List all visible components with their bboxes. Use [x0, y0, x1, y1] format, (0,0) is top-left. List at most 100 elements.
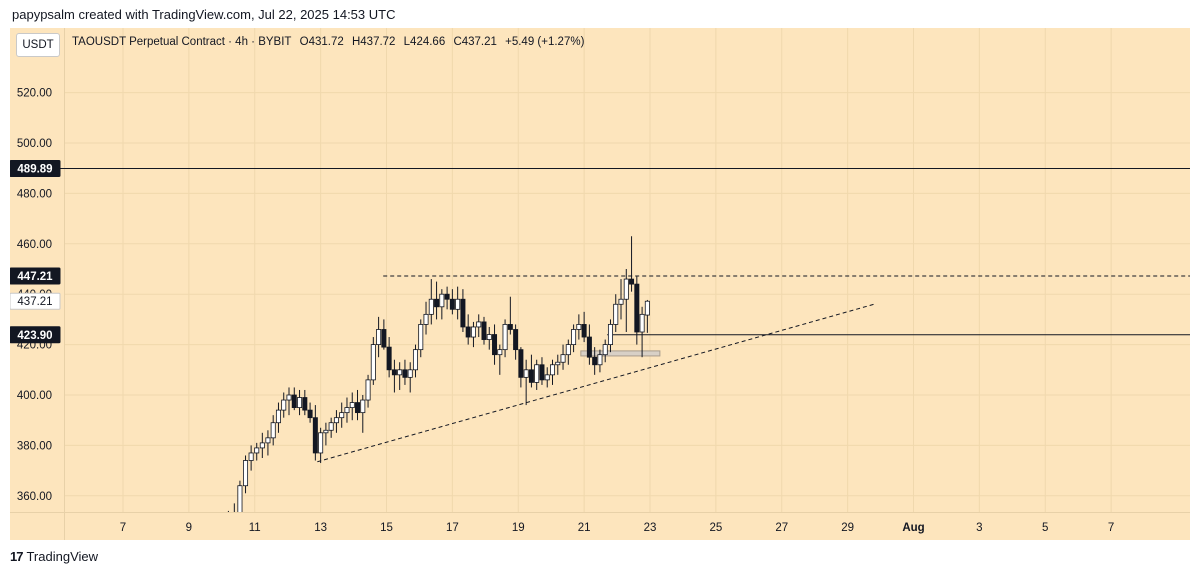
- candle[interactable]: [639, 306, 645, 358]
- candle[interactable]: [560, 344, 566, 370]
- candle[interactable]: [397, 362, 403, 390]
- candlestick-chart[interactable]: 360.00380.00400.00420.00440.00460.00480.…: [10, 28, 1190, 540]
- candle[interactable]: [376, 316, 382, 358]
- candle[interactable]: [434, 281, 440, 320]
- candle[interactable]: [507, 296, 513, 335]
- candle[interactable]: [550, 359, 556, 385]
- candle[interactable]: [423, 301, 429, 335]
- candle[interactable]: [618, 279, 624, 320]
- candle-body-bullish: [476, 321, 482, 328]
- candle[interactable]: [439, 289, 445, 320]
- candle[interactable]: [644, 299, 650, 333]
- candle[interactable]: [518, 347, 524, 388]
- candle[interactable]: [254, 442, 260, 461]
- candle[interactable]: [544, 367, 550, 388]
- candle-body-bearish: [507, 324, 513, 330]
- candle[interactable]: [455, 286, 461, 320]
- candle[interactable]: [323, 422, 329, 446]
- candle[interactable]: [581, 311, 587, 343]
- price-label-badge[interactable]: [10, 267, 61, 285]
- candle[interactable]: [481, 316, 487, 345]
- candle[interactable]: [307, 402, 313, 423]
- candle[interactable]: [365, 374, 371, 408]
- candle[interactable]: [281, 392, 287, 418]
- candle[interactable]: [555, 354, 561, 375]
- candle[interactable]: [297, 389, 303, 416]
- ascending-trendline[interactable]: [317, 303, 875, 463]
- candle[interactable]: [597, 349, 603, 373]
- candle[interactable]: [539, 357, 545, 385]
- chart-panel[interactable]: 360.00380.00400.00420.00440.00460.00480.…: [10, 28, 1190, 540]
- candle[interactable]: [355, 389, 361, 421]
- candle[interactable]: [291, 387, 297, 411]
- candle[interactable]: [428, 279, 434, 325]
- candle-body-bullish: [607, 324, 613, 346]
- candle[interactable]: [333, 410, 339, 433]
- y-tick-label: 480.00: [17, 188, 52, 200]
- candle[interactable]: [607, 319, 613, 353]
- candle[interactable]: [444, 286, 450, 310]
- price-label-badge[interactable]: [10, 159, 61, 177]
- candle[interactable]: [265, 430, 271, 456]
- candle[interactable]: [465, 314, 471, 345]
- candle[interactable]: [248, 445, 254, 471]
- candle[interactable]: [623, 269, 629, 332]
- candle[interactable]: [328, 417, 334, 438]
- candle[interactable]: [318, 427, 324, 464]
- candle[interactable]: [528, 354, 534, 388]
- candle[interactable]: [412, 344, 418, 378]
- candle[interactable]: [232, 503, 236, 528]
- candle[interactable]: [476, 314, 482, 338]
- candle[interactable]: [237, 480, 243, 521]
- candle[interactable]: [386, 337, 392, 378]
- support-zone-box[interactable]: [580, 350, 661, 357]
- candle[interactable]: [449, 289, 455, 315]
- candle[interactable]: [360, 395, 366, 433]
- legend-symbol[interactable]: TAOUSDT Perpetual Contract · 4h · BYBIT: [72, 36, 292, 48]
- candle[interactable]: [586, 324, 592, 365]
- candle[interactable]: [460, 289, 466, 332]
- candle[interactable]: [592, 347, 598, 375]
- candle[interactable]: [418, 319, 424, 358]
- candle[interactable]: [339, 402, 345, 428]
- candle[interactable]: [226, 510, 230, 534]
- candle[interactable]: [312, 405, 318, 461]
- candle[interactable]: [243, 455, 249, 494]
- candle[interactable]: [634, 276, 640, 345]
- candle-body-bullish: [639, 313, 645, 333]
- candle[interactable]: [302, 389, 308, 416]
- candle[interactable]: [407, 362, 413, 393]
- candle[interactable]: [571, 324, 577, 353]
- candle[interactable]: [629, 236, 635, 292]
- candle[interactable]: [497, 344, 503, 375]
- candle[interactable]: [259, 432, 265, 458]
- candle[interactable]: [502, 319, 508, 358]
- currency-unit-button[interactable]: USDT: [16, 33, 60, 57]
- candle[interactable]: [486, 326, 492, 350]
- candle[interactable]: [391, 359, 397, 393]
- x-tick-label: 25: [709, 522, 722, 534]
- candle[interactable]: [370, 337, 376, 385]
- candle[interactable]: [270, 415, 276, 446]
- candle[interactable]: [470, 321, 476, 348]
- candle[interactable]: [286, 387, 292, 416]
- candle[interactable]: [344, 397, 350, 423]
- candle-body-bullish: [502, 324, 508, 351]
- time-axis[interactable]: [10, 512, 1190, 541]
- candle[interactable]: [402, 359, 408, 385]
- candle[interactable]: [349, 392, 355, 421]
- candle[interactable]: [513, 324, 519, 360]
- candle[interactable]: [602, 339, 608, 363]
- price-label-badge[interactable]: [10, 326, 61, 344]
- candle[interactable]: [492, 324, 498, 365]
- candle[interactable]: [576, 314, 582, 340]
- candle[interactable]: [613, 294, 619, 332]
- candle[interactable]: [381, 319, 387, 350]
- candle-body-bearish: [402, 369, 408, 378]
- candle[interactable]: [534, 359, 540, 390]
- candle-body-bullish: [254, 447, 260, 454]
- candle[interactable]: [275, 402, 281, 433]
- candle[interactable]: [565, 339, 571, 365]
- candle[interactable]: [523, 359, 529, 406]
- price-label-badge[interactable]: [10, 292, 61, 310]
